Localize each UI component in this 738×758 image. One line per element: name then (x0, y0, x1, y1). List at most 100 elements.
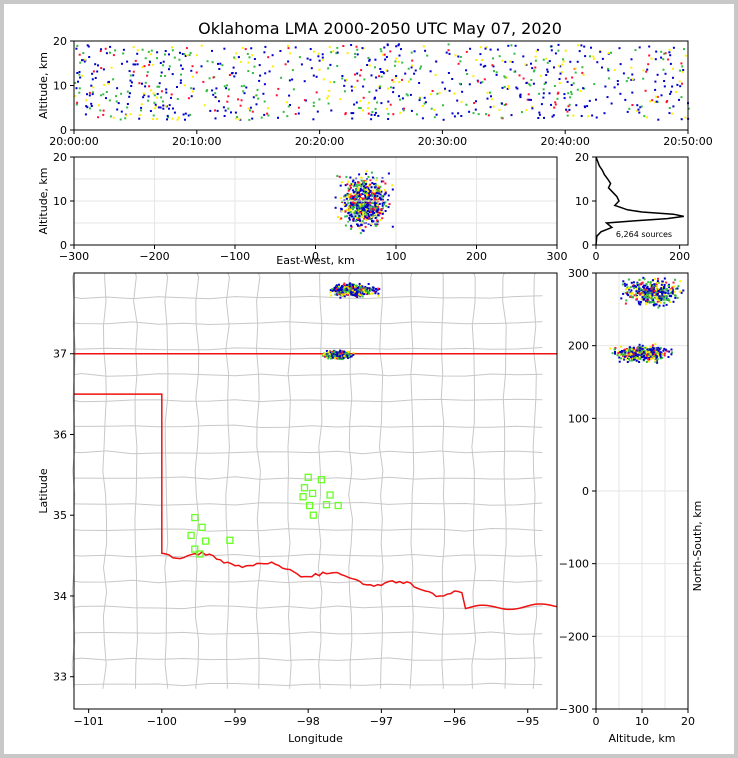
source-point (331, 288, 334, 291)
source-point (663, 80, 666, 82)
source-point (365, 208, 368, 211)
source-point (601, 66, 603, 69)
source-point (376, 219, 379, 222)
source-point (647, 349, 650, 352)
source-point (370, 216, 373, 219)
source-point (379, 189, 381, 192)
source-point (656, 73, 659, 76)
source-point (671, 291, 674, 294)
source-point (227, 95, 230, 98)
source-point (138, 117, 141, 120)
source-point (387, 87, 390, 90)
source-point (334, 206, 337, 209)
source-point (360, 179, 363, 182)
source-point (579, 90, 582, 92)
source-point (339, 98, 342, 101)
source-point (666, 100, 669, 102)
source-point (191, 90, 194, 93)
source-point (173, 56, 176, 59)
source-point (390, 86, 392, 89)
source-point (575, 104, 578, 107)
source-point (366, 193, 368, 196)
source-point (230, 111, 232, 114)
station-marker (196, 550, 204, 558)
source-point (179, 81, 182, 84)
source-point (379, 185, 382, 188)
source-point (679, 280, 682, 283)
source-point (465, 103, 468, 106)
source-point (363, 185, 366, 188)
source-point (327, 351, 330, 354)
source-point (337, 356, 340, 359)
source-point (501, 59, 504, 62)
source-point (654, 88, 657, 91)
source-point (397, 43, 400, 46)
source-point (333, 81, 336, 84)
source-point (362, 183, 365, 186)
source-point (506, 87, 509, 90)
source-point (659, 353, 662, 356)
source-point (660, 301, 662, 304)
source-point (627, 77, 630, 79)
station-marker (299, 493, 307, 501)
source-point (584, 55, 587, 58)
source-point (665, 288, 668, 290)
source-point (243, 92, 246, 95)
source-point (154, 103, 157, 106)
source-point (344, 290, 347, 293)
source-point (347, 202, 350, 205)
source-point (353, 288, 356, 291)
source-point (345, 287, 348, 290)
source-point (492, 57, 494, 60)
source-point (382, 53, 384, 56)
source-point (648, 360, 650, 363)
source-point (369, 224, 372, 227)
source-point (317, 52, 320, 55)
source-point (288, 79, 291, 82)
source-point (539, 74, 542, 77)
source-point (252, 96, 255, 99)
source-point (680, 96, 683, 99)
source-point (361, 197, 364, 200)
source-point (670, 353, 673, 356)
source-point (655, 351, 658, 354)
x-axis-label: Altitude, km (608, 732, 675, 745)
source-point (349, 287, 352, 290)
source-point (105, 52, 108, 55)
source-point (353, 206, 356, 209)
source-point (623, 355, 626, 358)
source-point (365, 197, 368, 200)
source-point (506, 76, 509, 79)
source-point (352, 215, 355, 218)
source-point (228, 74, 231, 76)
source-point (662, 304, 665, 307)
source-point (211, 89, 214, 92)
source-point (330, 357, 333, 360)
source-point (590, 46, 592, 49)
source-point (259, 74, 262, 77)
y-tick-label: 34 (53, 590, 67, 603)
source-point (591, 114, 594, 117)
source-point (374, 107, 377, 110)
source-point (247, 107, 250, 110)
source-point (218, 100, 220, 103)
source-point (358, 216, 361, 219)
source-point (297, 106, 300, 109)
source-point (618, 47, 621, 50)
source-point (338, 290, 341, 293)
source-point (134, 63, 137, 66)
source-point (355, 211, 358, 214)
source-point (368, 217, 371, 220)
source-point (684, 116, 687, 119)
source-point (622, 353, 625, 356)
source-point (460, 115, 463, 117)
source-point (429, 70, 432, 73)
source-point (652, 279, 654, 282)
source-point (405, 93, 408, 96)
source-point (184, 112, 187, 115)
source-point (538, 92, 541, 95)
source-point (373, 289, 375, 292)
source-point (660, 50, 663, 53)
source-point (82, 52, 85, 55)
source-count-annotation: 6,264 sources (616, 230, 672, 239)
